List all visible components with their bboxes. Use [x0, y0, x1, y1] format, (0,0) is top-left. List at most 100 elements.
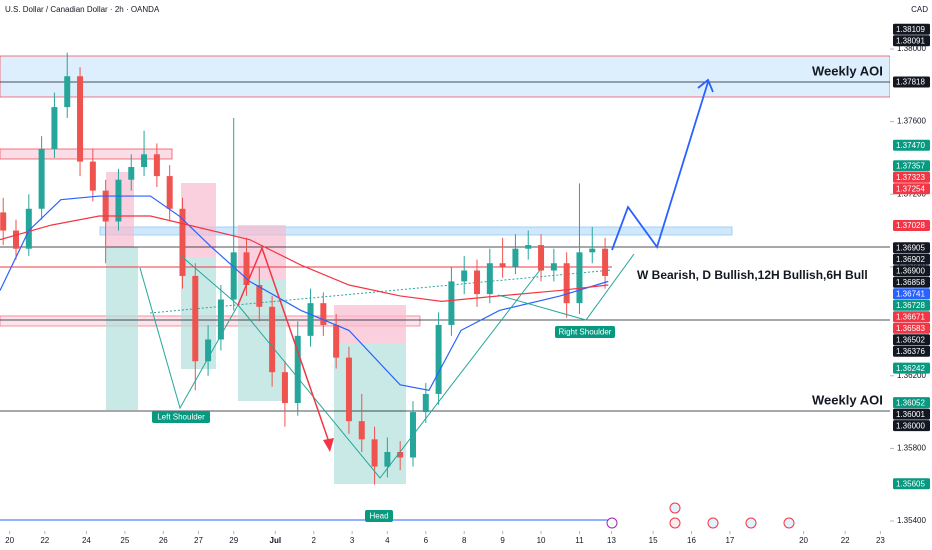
candle-body: [563, 263, 570, 304]
label-box: [365, 510, 393, 522]
price-tag-label: 1.36728: [896, 301, 925, 310]
candle-body: [307, 303, 314, 336]
candle-body: [602, 248, 609, 276]
candle-body: [384, 452, 391, 467]
left-shoulder-pattern: [139, 254, 239, 410]
price-tag-label: 1.36001: [896, 410, 925, 419]
candle-body: [64, 76, 71, 108]
candle-body: [166, 176, 173, 209]
neckline: [149, 269, 613, 314]
candle-body: [397, 452, 404, 458]
x-tick-label: 6: [424, 536, 429, 545]
x-tick-label: 17: [725, 536, 734, 545]
head-pattern: [237, 269, 541, 479]
candle-body: [435, 324, 442, 394]
y-tick-label: 1.35800: [897, 444, 926, 453]
candle-body: [422, 393, 429, 413]
x-tick-label: 24: [82, 536, 91, 545]
candle-body: [0, 212, 7, 231]
candle-body: [179, 208, 186, 276]
candle-body: [217, 299, 224, 340]
short-box: [334, 305, 406, 343]
annotation: W Bearish, D Bullish,12H Bullish,6H Bull: [637, 268, 868, 282]
candle-body: [256, 285, 263, 307]
price-tag: [893, 242, 930, 254]
event-icon[interactable]: [669, 517, 681, 529]
event-icon[interactable]: [745, 517, 757, 529]
price-tag-label: 1.36671: [896, 312, 925, 321]
price-tag-label: 1.36000: [896, 421, 925, 430]
moving-average: [0, 195, 609, 391]
candle-body: [461, 270, 468, 282]
candle-body: [243, 252, 250, 286]
candle-body: [294, 335, 301, 404]
x-tick-label: 27: [194, 536, 203, 545]
label-box: [555, 326, 615, 338]
price-tag: [893, 253, 930, 265]
price-tag: [893, 362, 930, 374]
x-tick-label: 29: [229, 536, 238, 545]
price-tag-label: 1.37818: [896, 78, 925, 87]
candle-body: [320, 303, 327, 325]
x-tick-label: 22: [841, 536, 850, 545]
x-tick-label: 26: [159, 536, 168, 545]
price-tag: [893, 219, 930, 231]
supply-zone: [0, 148, 173, 160]
candle-body: [192, 275, 199, 362]
price-tag-label: 1.37323: [896, 173, 925, 182]
candle-body: [281, 372, 288, 404]
price-tag-label: 1.36242: [896, 364, 925, 373]
candle-body: [448, 281, 455, 325]
candle-body: [102, 190, 109, 222]
candle-body: [371, 439, 378, 467]
currency-label: CAD: [911, 5, 928, 14]
y-tick-label: 1.35400: [897, 516, 926, 525]
arrow-head: [323, 438, 334, 452]
event-icon[interactable]: [669, 502, 681, 514]
annotation: Left Shoulder: [157, 413, 205, 422]
short-box: [181, 183, 216, 257]
candle-body: [589, 248, 596, 253]
right-shoulder-pattern: [497, 253, 635, 321]
price-tag-label: 1.38091: [896, 36, 925, 45]
long-box: [106, 247, 138, 410]
event-icon[interactable]: [783, 517, 795, 529]
price-tag: [893, 345, 930, 357]
x-tick-label: 10: [537, 536, 546, 545]
candle-body: [115, 179, 122, 222]
x-tick-label: 13: [607, 536, 616, 545]
price-tag: [893, 171, 930, 183]
price-tag: [893, 23, 930, 35]
candle-body: [474, 270, 481, 295]
x-tick-label: 22: [40, 536, 49, 545]
candle-body: [550, 263, 557, 271]
x-tick-label: 20: [5, 536, 14, 545]
event-icon[interactable]: [606, 517, 618, 529]
price-tag-label: 1.36502: [896, 335, 925, 344]
annotation: Right Shoulder: [559, 328, 612, 337]
price-tag: [893, 408, 930, 420]
candle-body: [89, 161, 96, 191]
candle-body: [486, 263, 493, 295]
candle-body: [141, 154, 148, 168]
price-tag-label: 1.38109: [896, 25, 925, 34]
candle-body: [13, 230, 20, 249]
price-tag-label: 1.36902: [896, 255, 925, 264]
price-tag: [893, 35, 930, 47]
event-icon[interactable]: [707, 517, 719, 529]
price-tag-label: 1.36905: [896, 243, 925, 252]
price-tag-label: 1.35605: [896, 479, 925, 488]
candle-body: [77, 76, 84, 162]
candle-body: [333, 324, 340, 358]
x-tick-label: 2: [312, 536, 317, 545]
price-tag-label: 1.37470: [896, 141, 925, 150]
price-tag: [893, 397, 930, 409]
weekly-aoi-zone: [0, 55, 891, 98]
price-tag-label: 1.36376: [896, 347, 925, 356]
price-tag: [893, 478, 930, 490]
candle-body: [499, 263, 506, 267]
price-tag-label: 1.37357: [896, 161, 925, 170]
y-tick-label: 1.37600: [897, 117, 926, 126]
x-tick-label: 23: [876, 536, 885, 545]
